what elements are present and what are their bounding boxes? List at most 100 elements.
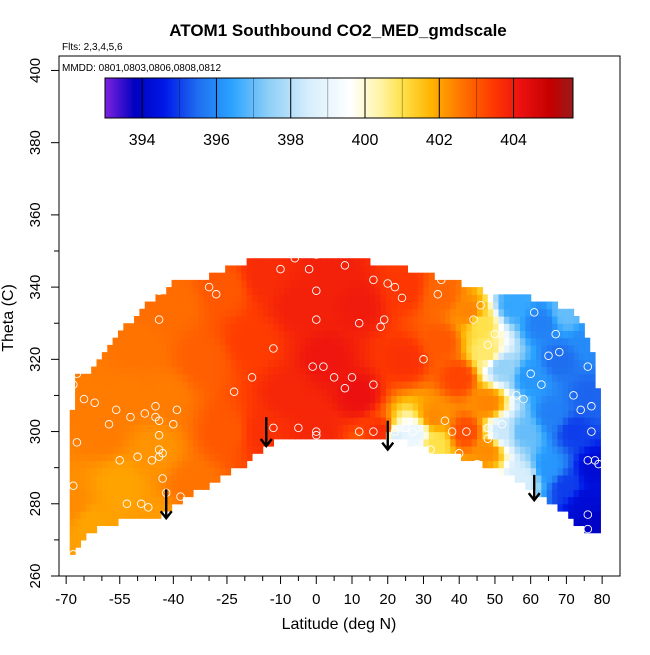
heatmap-cell [75, 424, 82, 433]
heatmap-cell [337, 323, 344, 332]
heatmap-cell [160, 503, 167, 512]
heatmap-cell [519, 388, 526, 397]
heatmap-cell [594, 511, 601, 519]
sample-point [426, 445, 435, 454]
heatmap-cell [176, 308, 183, 317]
heatmap-cell [493, 409, 500, 418]
heatmap-cell [594, 438, 601, 447]
heatmap-cell [380, 431, 387, 440]
heatmap-cell [557, 417, 564, 425]
heatmap-cell [396, 301, 403, 310]
heatmap-cell [509, 316, 516, 324]
heatmap-cell [262, 330, 269, 339]
heatmap-cell [257, 359, 264, 368]
heatmap-cell [246, 366, 253, 375]
heatmap-cell [85, 431, 92, 440]
heatmap-cell [203, 323, 210, 332]
heatmap-cell [418, 272, 425, 281]
heatmap-cell [573, 511, 580, 519]
heatmap-cell [466, 417, 473, 425]
heatmap-cell [198, 409, 205, 418]
sample-point [383, 279, 392, 288]
heatmap-cell [594, 446, 601, 454]
heatmap-cell [134, 511, 140, 519]
heatmap-cell [203, 482, 210, 490]
heatmap-cell [171, 294, 178, 303]
sample-point [247, 373, 257, 382]
heatmap-cell [493, 366, 500, 375]
heatmap-cell [364, 279, 371, 288]
heatmap-cell [455, 446, 462, 454]
heatmap-cell [96, 359, 103, 368]
heatmap-cell [439, 359, 446, 368]
heatmap-cell [75, 503, 82, 512]
y-tick-label: 360 [27, 202, 44, 227]
heatmap-cell [112, 417, 119, 425]
heatmap-cell [573, 337, 580, 346]
heatmap-cell [439, 316, 446, 324]
heatmap-cell [439, 446, 446, 454]
heatmap-cell [439, 301, 446, 310]
heatmap-cell [112, 467, 119, 476]
heatmap-cell [235, 409, 242, 418]
heatmap-cell [209, 352, 216, 360]
heatmap-cell [209, 279, 216, 288]
heatmap-cell [369, 381, 376, 389]
heatmap-cell [187, 395, 194, 404]
heatmap-cell [182, 395, 189, 404]
heatmap-cell [385, 359, 392, 368]
heatmap-cell [75, 467, 82, 476]
x-tick-label: 70 [558, 591, 575, 608]
heatmap-cell [552, 301, 559, 310]
heatmap-cell [117, 424, 124, 433]
heatmap-cell [423, 417, 430, 425]
heatmap-cell [364, 402, 371, 411]
heatmap-cell [509, 359, 516, 368]
heatmap-cell [391, 388, 398, 397]
heatmap-cell [182, 308, 189, 317]
heatmap-cell [257, 323, 264, 332]
plot-frame [58, 55, 621, 577]
heatmap-cell [418, 344, 425, 353]
heatmap-cell [568, 359, 575, 368]
heatmap-cell [471, 431, 478, 440]
sample-point [151, 402, 160, 411]
heatmap-cell [139, 431, 146, 440]
heatmap-cell [348, 424, 355, 433]
heatmap-cell [203, 373, 210, 382]
heatmap-cell [450, 402, 457, 411]
heatmap-cell [316, 323, 323, 332]
heatmap-cell [123, 402, 130, 411]
heatmap-cell [546, 496, 553, 505]
heatmap-cell [193, 381, 199, 389]
heatmap-cell [214, 381, 221, 389]
heatmap-cell [364, 431, 371, 440]
heatmap-cell [305, 424, 312, 433]
wind-arrow [259, 417, 273, 448]
heatmap-cell [444, 438, 451, 447]
heatmap-cell [257, 287, 264, 295]
heatmap-cell [439, 431, 446, 440]
heatmap-cell [546, 467, 553, 476]
heatmap-cell [493, 308, 500, 317]
heatmap-cell [160, 373, 167, 382]
heatmap-cell [359, 316, 366, 324]
heatmap-cell [359, 352, 366, 360]
heatmap-cell [144, 438, 151, 447]
heatmap-cell [396, 395, 403, 404]
heatmap-cell [541, 395, 548, 404]
heatmap-cell [385, 381, 392, 389]
heatmap-cell [493, 388, 500, 397]
heatmap-cell [359, 388, 366, 397]
heatmap-cell [332, 352, 339, 360]
heatmap-cell [235, 417, 242, 425]
heatmap-cell [128, 474, 135, 483]
heatmap-cell [289, 344, 296, 353]
heatmap-cell [144, 381, 151, 389]
heatmap-cell [562, 316, 569, 324]
heatmap-cell [69, 503, 76, 512]
heatmap-cell [332, 402, 339, 411]
heatmap-cell [305, 395, 312, 404]
heatmap-cell [75, 496, 82, 505]
heatmap-cell [160, 438, 167, 447]
